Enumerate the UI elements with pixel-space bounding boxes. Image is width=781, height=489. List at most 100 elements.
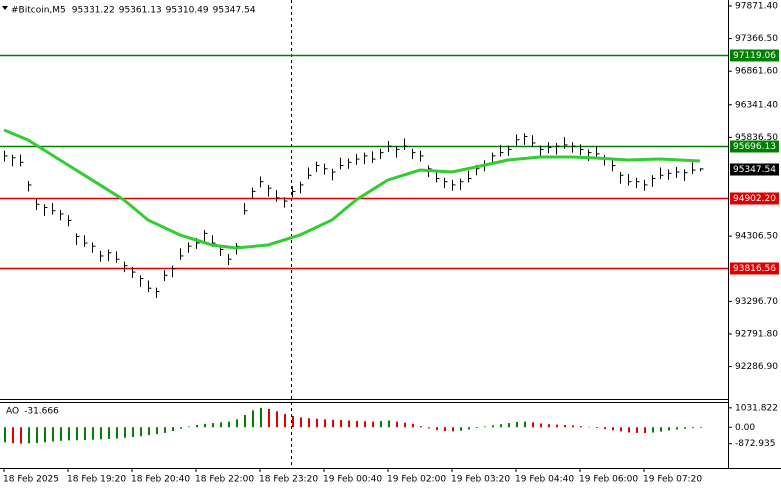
ao-bar bbox=[260, 407, 262, 428]
ao-bar bbox=[268, 408, 270, 428]
title-icon bbox=[2, 6, 8, 10]
ao-bar bbox=[100, 427, 102, 440]
ao-bar bbox=[428, 427, 430, 429]
ao-bar bbox=[612, 427, 614, 431]
ao-bar bbox=[492, 425, 494, 428]
ao-bar bbox=[68, 427, 70, 441]
ao-bar bbox=[164, 427, 166, 433]
ao-bar bbox=[316, 418, 318, 428]
ao-bar bbox=[684, 427, 686, 429]
ao-bar bbox=[348, 420, 350, 428]
x-tick-label: 19 Feb 03:20 bbox=[451, 475, 510, 485]
ao-bar bbox=[700, 427, 702, 428]
ao-tick-label: 0.00 bbox=[735, 423, 755, 433]
ao-bar bbox=[124, 427, 126, 438]
ao-bar bbox=[572, 425, 574, 428]
x-tick-label: 19 Feb 00:40 bbox=[323, 475, 382, 485]
ao-bar bbox=[452, 427, 454, 432]
header-value: 95310.49 bbox=[166, 6, 209, 16]
ao-bar bbox=[132, 427, 134, 438]
y-tick-label: 92286.90 bbox=[735, 362, 778, 372]
ao-bar bbox=[620, 427, 622, 432]
ao-bar bbox=[692, 427, 694, 429]
header-value: 95331.22 bbox=[72, 6, 115, 16]
ao-bar bbox=[324, 419, 326, 428]
ao-bar bbox=[220, 422, 222, 428]
ao-bar bbox=[420, 426, 422, 428]
ao-bar bbox=[444, 427, 446, 432]
ao-bar bbox=[276, 411, 278, 428]
ao-bar bbox=[604, 427, 606, 430]
ao-bar bbox=[4, 427, 6, 443]
y-tick-label: 93296.70 bbox=[735, 297, 778, 307]
ao-bar bbox=[468, 427, 470, 430]
ao-bar bbox=[524, 421, 526, 428]
ao-bar bbox=[668, 427, 670, 431]
ao-bar bbox=[340, 420, 342, 428]
ao-bar bbox=[308, 418, 310, 428]
ao-bar bbox=[84, 427, 86, 441]
ao-tick-label: 1031.822 bbox=[735, 403, 778, 413]
ao-bar bbox=[596, 427, 598, 429]
x-tick-label: 18 Feb 20:40 bbox=[131, 475, 190, 485]
x-tick-label: 18 Feb 19:20 bbox=[67, 475, 126, 485]
header-value: 95347.54 bbox=[213, 6, 256, 16]
ao-bar bbox=[300, 417, 302, 428]
level-label-bg bbox=[730, 192, 779, 205]
moving-average bbox=[3, 128, 701, 250]
ao-bar bbox=[228, 421, 230, 428]
ao-bar bbox=[460, 427, 462, 431]
header-value: 95361.13 bbox=[119, 6, 162, 16]
ao-title: AO bbox=[6, 407, 19, 417]
y-tick-label: 92791.80 bbox=[735, 329, 778, 339]
chart-title: #Bitcoin,M5 bbox=[11, 6, 66, 16]
ao-bar bbox=[156, 427, 158, 435]
level-label: 94902.20 bbox=[733, 194, 776, 204]
ao-bar bbox=[28, 427, 30, 444]
ao-bar bbox=[636, 427, 638, 433]
ao-bar bbox=[180, 427, 182, 429]
ao-bar bbox=[436, 427, 438, 431]
ao-bar bbox=[236, 419, 238, 428]
ao-bar bbox=[380, 421, 382, 428]
ao-bar bbox=[356, 420, 358, 428]
ao-bar bbox=[332, 419, 334, 428]
x-tick-label: 19 Feb 07:20 bbox=[643, 475, 702, 485]
level-label-bg bbox=[730, 140, 779, 153]
ao-bar bbox=[508, 423, 510, 428]
ao-bar bbox=[660, 427, 662, 432]
ao-tick-label: -872.935 bbox=[735, 439, 775, 449]
ao-bar bbox=[540, 423, 542, 428]
y-tick-label: 96861.60 bbox=[735, 67, 778, 77]
ao-bar bbox=[36, 427, 38, 444]
x-tick-label: 19 Feb 06:00 bbox=[579, 475, 638, 485]
ao-bar bbox=[396, 421, 398, 428]
ao-bar bbox=[172, 427, 174, 432]
ao-bar bbox=[252, 410, 254, 428]
ao-bar bbox=[244, 415, 246, 428]
ao-bar bbox=[580, 426, 582, 428]
ao-bar bbox=[388, 420, 390, 428]
x-tick-label: 18 Feb 23:20 bbox=[259, 475, 318, 485]
ao-bar bbox=[60, 427, 62, 441]
ao-bar bbox=[116, 427, 118, 439]
ao-bar bbox=[652, 427, 654, 433]
ao-bar bbox=[676, 427, 678, 430]
ao-bar bbox=[12, 427, 14, 444]
x-tick-label: 19 Feb 02:00 bbox=[387, 475, 446, 485]
ao-bar bbox=[92, 427, 94, 440]
ao-bar bbox=[108, 427, 110, 439]
y-tick-label: 94306.50 bbox=[735, 232, 778, 242]
ao-bar bbox=[556, 424, 558, 428]
ao-bar bbox=[564, 424, 566, 428]
level-label-bg bbox=[730, 262, 779, 275]
x-tick-label: 19 Feb 04:40 bbox=[515, 475, 574, 485]
x-tick-label: 18 Feb 2025 bbox=[3, 475, 59, 485]
ao-bar bbox=[284, 414, 286, 428]
ao-bar bbox=[364, 421, 366, 428]
ao-bar bbox=[628, 427, 630, 433]
ao-bar bbox=[532, 422, 534, 428]
ao-value: -31.666 bbox=[24, 407, 59, 417]
